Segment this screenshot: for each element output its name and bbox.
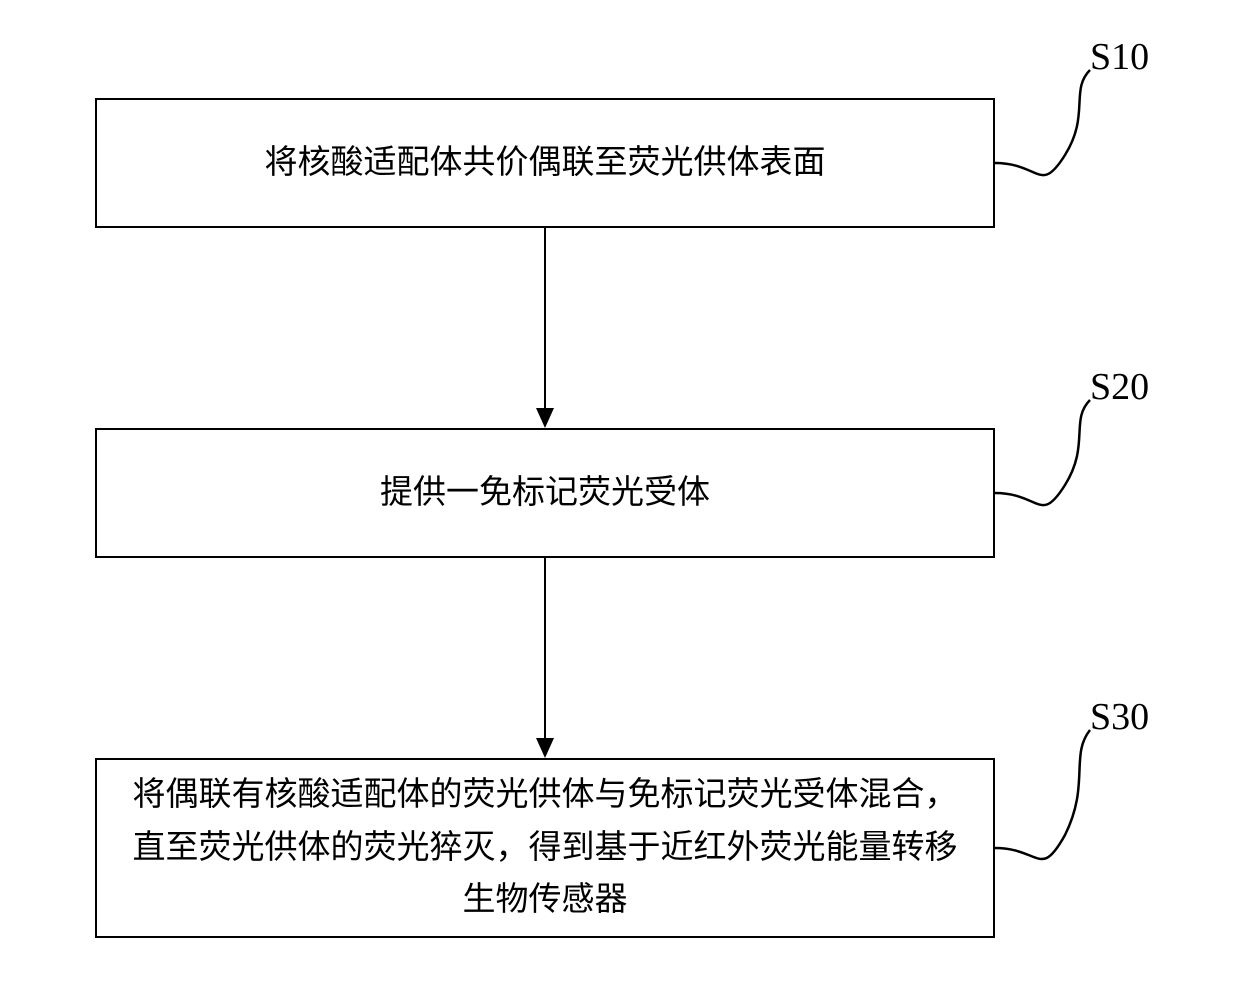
curve-connector-1 [995,55,1125,195]
arrow-1to2 [520,228,570,428]
flow-box-text-2: 提供一免标记荧光受体 [380,467,710,520]
flowchart-container: 将核酸适配体共价偶联至荧光供体表面 提供一免标记荧光受体 将偶联有核酸适配体的荧… [0,0,1240,1000]
arrow-2to3 [520,558,570,758]
flow-box-text-3: 将偶联有核酸适配体的荧光供体与免标记荧光受体混合，直至荧光供体的荧光猝灭，得到基… [127,769,963,927]
flow-box-step2: 提供一免标记荧光受体 [95,428,995,558]
curve-connector-3 [995,715,1125,880]
flow-box-step1: 将核酸适配体共价偶联至荧光供体表面 [95,98,995,228]
curve-connector-2 [995,385,1125,525]
flow-box-text-1: 将核酸适配体共价偶联至荧光供体表面 [265,137,826,190]
flow-box-step3: 将偶联有核酸适配体的荧光供体与免标记荧光受体混合，直至荧光供体的荧光猝灭，得到基… [95,758,995,938]
